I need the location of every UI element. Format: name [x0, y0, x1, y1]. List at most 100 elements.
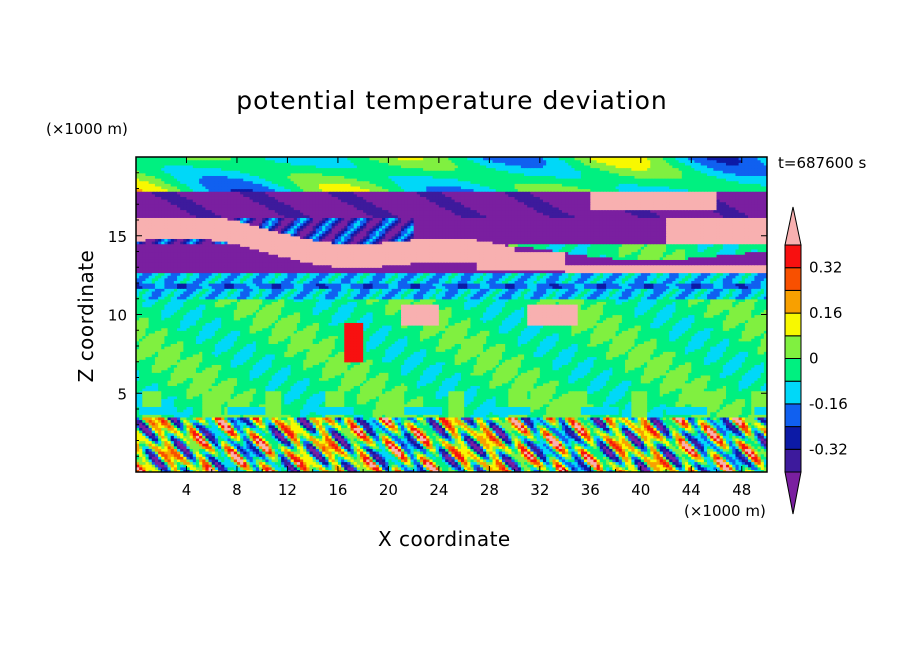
contour-cell: [700, 430, 705, 434]
contour-cell: [602, 466, 607, 470]
contour-cell: [470, 448, 475, 452]
contour-cell: [524, 422, 528, 426]
contour-cell: [571, 445, 576, 449]
contour-cell: [145, 469, 150, 472]
contour-cell: [325, 427, 330, 431]
contour-cell: [363, 427, 367, 431]
contour-cell: [729, 448, 733, 452]
contour-cell: [173, 448, 178, 452]
contour-cell: [700, 469, 705, 472]
contour-cell: [536, 430, 541, 434]
contour-cell: [221, 451, 225, 455]
contour-cell: [407, 453, 412, 457]
contour-cell: [413, 437, 418, 442]
contour-cell: [252, 456, 257, 460]
contour-cell: [533, 445, 538, 449]
contour-cell: [369, 427, 374, 431]
contour-cell: [281, 443, 285, 447]
contour-cell: [643, 424, 648, 428]
contour-cell: [375, 448, 380, 452]
contour-cell: [735, 430, 740, 434]
contour-cell: [678, 469, 683, 472]
contour-cell: [192, 432, 197, 436]
contour-cell: [363, 453, 367, 457]
contour-cell: [224, 464, 229, 468]
contour-cell: [609, 437, 614, 442]
contour-cell: [205, 437, 210, 442]
contour-cell: [344, 466, 348, 470]
contour-cell: [495, 422, 500, 426]
contour-cell: [606, 453, 610, 457]
contour-cell: [350, 437, 355, 442]
contour-cell: [448, 430, 453, 434]
contour-cell: [186, 448, 191, 452]
contour-cell: [252, 424, 257, 428]
contour-cell: [378, 427, 383, 431]
contour-cell: [606, 432, 610, 436]
contour-cell: [751, 451, 755, 455]
contour-cell: [643, 451, 648, 455]
contour-cell: [240, 430, 244, 434]
contour-cell: [240, 461, 244, 465]
contour-cell: [218, 456, 222, 460]
contour-cell: [401, 435, 405, 439]
contour-cell: [574, 448, 579, 452]
contour-cell: [754, 424, 759, 428]
contour-cell: [584, 464, 588, 468]
contour-cell: [189, 461, 194, 465]
contour-cell: [426, 461, 431, 465]
contour-cell: [489, 451, 494, 455]
contour-cell: [227, 430, 232, 434]
contour-cell: [520, 461, 525, 465]
contour-cell: [173, 432, 178, 436]
contour-cell: [618, 437, 623, 442]
contour-cell: [293, 437, 298, 442]
contour-cell: [318, 422, 323, 426]
contour-cell: [378, 466, 383, 470]
contour-cell: [344, 437, 348, 442]
contour-cell: [527, 464, 531, 468]
contour-cell: [375, 453, 380, 457]
contour-cell: [145, 440, 150, 444]
contour-cell: [195, 427, 200, 431]
contour-cell: [382, 448, 386, 452]
contour-cell: [489, 427, 494, 431]
contour-cell: [435, 437, 440, 442]
contour-cell: [637, 424, 642, 428]
contour-cell: [290, 432, 295, 436]
contour-cell: [199, 453, 203, 457]
contour-cell: [558, 448, 563, 452]
contour-cell: [227, 437, 232, 442]
contour-cell: [154, 440, 159, 444]
contour-cell: [703, 458, 708, 463]
contour-cell: [587, 445, 591, 449]
contour-cell: [520, 424, 525, 428]
contour-cell: [479, 430, 484, 434]
contour-cell: [290, 424, 295, 428]
contour-cell: [277, 435, 282, 439]
contour-cell: [757, 458, 762, 463]
contour-cell: [587, 456, 591, 460]
contour-cell: [662, 445, 667, 449]
contour-cell: [246, 469, 251, 472]
contour-cell: [407, 458, 412, 463]
contour-cell: [637, 430, 642, 434]
contour-cell: [725, 448, 730, 452]
contour-cell: [148, 435, 153, 439]
contour-cell: [587, 443, 591, 447]
contour-cell: [426, 469, 431, 472]
contour-cell: [347, 456, 352, 460]
contour-cell: [173, 430, 178, 434]
contour-cell: [136, 432, 140, 436]
contour-cell: [760, 456, 765, 460]
contour-cell: [612, 430, 617, 434]
contour-cell: [435, 466, 440, 470]
contour-cell: [363, 448, 367, 452]
contour-cell: [552, 453, 557, 457]
contour-cell: [763, 440, 767, 444]
contour-cell: [378, 464, 383, 468]
contour-cell: [303, 458, 307, 463]
contour-cell: [536, 432, 541, 436]
contour-cell: [476, 466, 481, 470]
contour-cell: [656, 451, 661, 455]
